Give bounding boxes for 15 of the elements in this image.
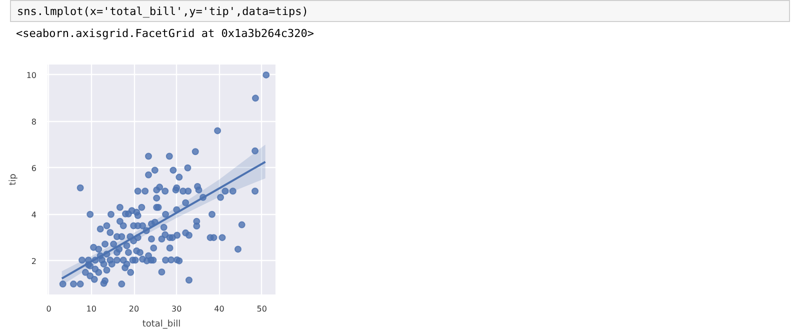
y-axis-title: tip [8,173,18,186]
x-tick-label: 50 [256,304,267,314]
x-tick-label: 20 [128,304,140,314]
x-tick-label: 10 [86,304,96,314]
y-tick-label: 2 [31,256,37,266]
x-tick-label: 0 [46,304,52,314]
x-axis-title: total_bill [142,320,181,330]
x-tick-label: 30 [172,304,182,314]
x-tick-label: 40 [214,304,224,314]
y-tick-label: 8 [31,117,37,126]
y-tick-label: 6 [31,164,37,173]
y-tick-label: 10 [26,70,37,80]
text: sns.lmplot(x='total_bill',y='tip',data=tips) [10,0,790,22]
y-tick-label: 4 [31,210,37,220]
text: <seaborn.axisgrid.FacetGrid at 0x1a3b264c320> [15,26,316,42]
